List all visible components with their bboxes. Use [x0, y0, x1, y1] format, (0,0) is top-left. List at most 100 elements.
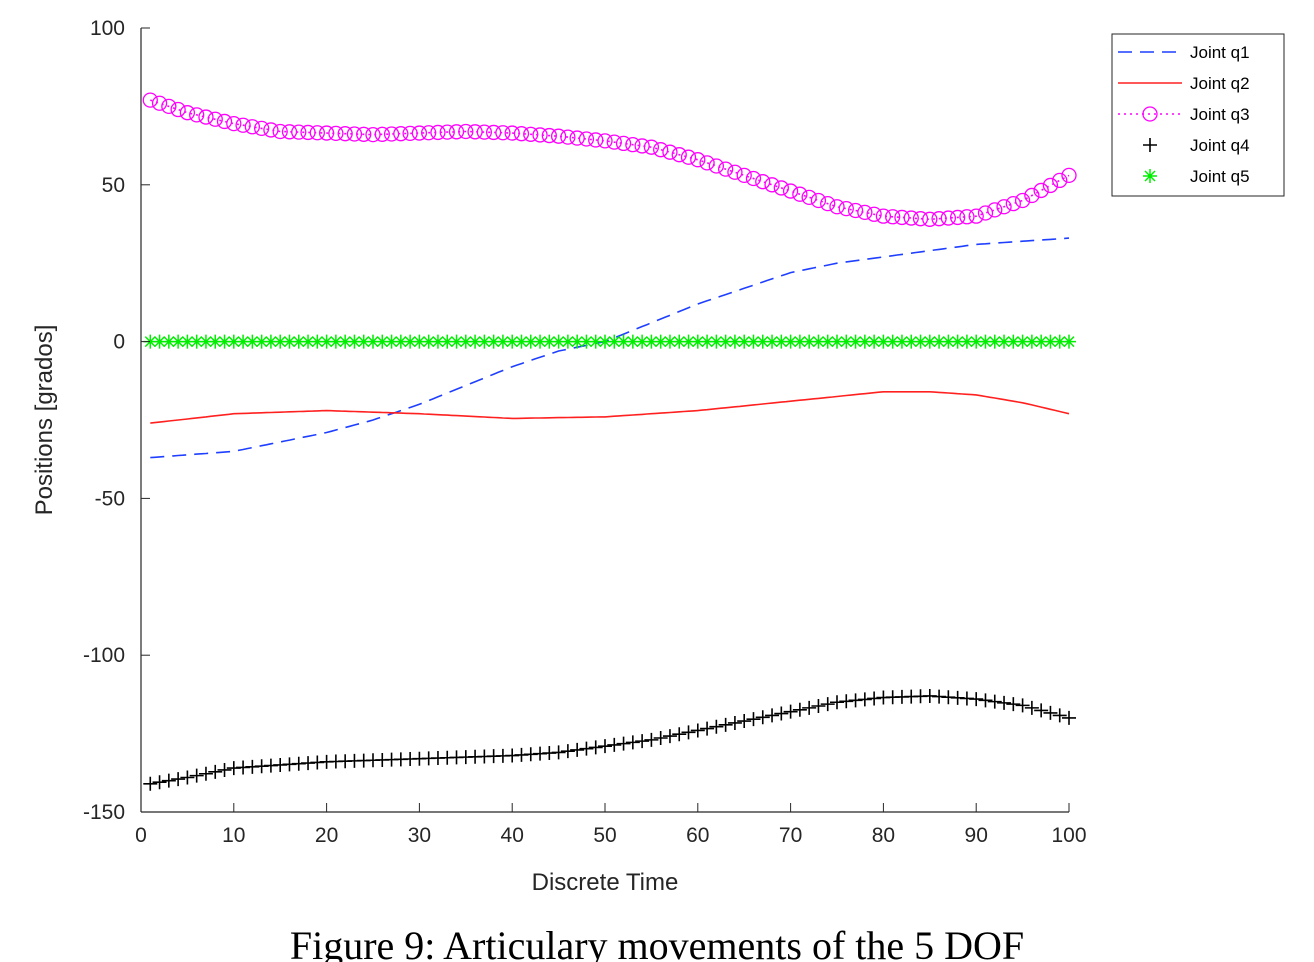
- data-point: [764, 177, 780, 193]
- data-point: [477, 334, 492, 349]
- data-point: [458, 334, 473, 349]
- data-point: [802, 700, 817, 715]
- data-point: [672, 727, 687, 742]
- data-point: [366, 334, 380, 349]
- data-point: [189, 768, 204, 783]
- data-point: [885, 334, 900, 349]
- data-point: [328, 125, 344, 142]
- data-point: [782, 183, 799, 199]
- data-point: [885, 209, 901, 225]
- data-point: [208, 334, 223, 349]
- data-point: [969, 692, 984, 707]
- data-point: [485, 124, 502, 141]
- data-point: [467, 124, 483, 140]
- data-point: [811, 699, 826, 714]
- data-point: [867, 691, 882, 706]
- legend-swatch-marker: [1143, 169, 1157, 183]
- x-tick-label: 80: [872, 824, 895, 847]
- data-point: [393, 334, 408, 349]
- y-tick-label: 0: [113, 331, 125, 354]
- x-tick-label: 20: [315, 824, 338, 847]
- data-point: [616, 334, 631, 349]
- data-point: [282, 334, 297, 349]
- data-point: [179, 105, 196, 121]
- data-point: [189, 107, 205, 123]
- data-point: [969, 334, 984, 349]
- y-tick-label: -50: [95, 487, 125, 510]
- data-point: [737, 334, 752, 349]
- data-point: [542, 334, 557, 349]
- data-point: [532, 127, 548, 143]
- data-point: [950, 334, 965, 349]
- data-point: [1052, 172, 1068, 189]
- data-point: [607, 737, 622, 752]
- data-point: [690, 723, 705, 738]
- data-point: [235, 117, 251, 133]
- series-line: [150, 237, 1070, 459]
- data-point: [560, 744, 575, 759]
- data-point: [848, 334, 863, 349]
- series-line: [150, 391, 1070, 424]
- data-point: [857, 334, 872, 349]
- data-point: [180, 770, 195, 785]
- data-point: [671, 147, 687, 163]
- data-point: [384, 334, 399, 349]
- data-point: [328, 334, 343, 349]
- data-point: [337, 126, 353, 142]
- x-tick-label: 70: [779, 824, 802, 847]
- data-point: [309, 125, 325, 141]
- data-point: [486, 334, 501, 349]
- data-point: [606, 134, 622, 150]
- data-point: [672, 334, 687, 349]
- data-point: [922, 334, 937, 349]
- data-point: [662, 729, 677, 744]
- legend-box: [1111, 33, 1285, 197]
- data-point: [217, 762, 232, 777]
- data-point: [347, 334, 362, 349]
- data-point: [495, 125, 511, 141]
- data-point: [579, 334, 594, 349]
- data-point: [949, 209, 966, 226]
- data-point: [449, 334, 464, 349]
- data-point: [421, 334, 436, 349]
- data-point: [1052, 708, 1067, 723]
- data-point: [755, 334, 770, 349]
- data-point: [857, 204, 873, 221]
- data-point: [839, 334, 854, 349]
- data-point: [792, 334, 807, 349]
- data-point: [931, 211, 947, 227]
- x-tick-label: 0: [135, 824, 147, 847]
- data-point: [700, 334, 715, 349]
- series-joint-q5: [143, 334, 1076, 349]
- data-point: [152, 334, 167, 349]
- data-point: [681, 725, 696, 740]
- legend-item: Joint q1: [1118, 43, 1250, 62]
- data-point: [717, 161, 734, 177]
- data-point: [161, 334, 176, 349]
- data-point: [1034, 703, 1049, 718]
- data-point: [987, 202, 1003, 218]
- data-point: [263, 334, 278, 349]
- data-point: [1042, 177, 1059, 194]
- data-point: [643, 139, 660, 155]
- data-point: [866, 206, 882, 222]
- data-point: [875, 208, 892, 224]
- data-point: [383, 126, 400, 142]
- data-point: [811, 334, 826, 349]
- data-point: [272, 123, 288, 140]
- data-point: [653, 730, 668, 745]
- data-point: [699, 155, 715, 171]
- data-point: [569, 130, 585, 146]
- y-ticks: 100 50 0 -50 -100 -150: [83, 17, 150, 824]
- data-point: [997, 334, 1012, 349]
- data-point: [236, 334, 251, 349]
- data-point: [1015, 698, 1030, 713]
- data-point: [903, 210, 919, 226]
- data-point: [1024, 700, 1039, 715]
- data-point: [653, 142, 669, 158]
- data-point: [774, 334, 789, 349]
- plot-background: [141, 28, 1069, 812]
- data-point: [680, 149, 697, 165]
- data-point: [700, 721, 715, 736]
- data-point: [922, 211, 938, 227]
